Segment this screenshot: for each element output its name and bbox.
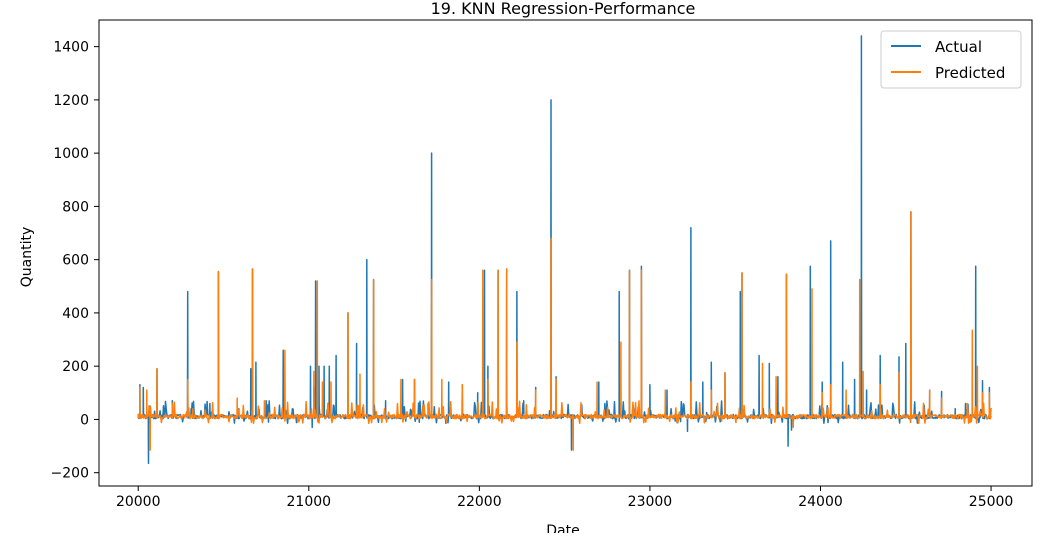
x-tick-label: 21000 (287, 494, 332, 510)
series-line-predicted (137, 210, 992, 451)
legend: Actual Predicted (880, 30, 1022, 89)
chart-title: 19. KNN Regression-Performance (431, 0, 696, 18)
y-tick-label: 1000 (53, 146, 89, 162)
legend-label-predicted: Predicted (935, 64, 1005, 82)
y-tick-label: 1400 (53, 40, 89, 56)
y-tick-label: 1200 (53, 93, 89, 109)
y-tick-label: 800 (62, 199, 89, 215)
series-layer (137, 35, 992, 465)
y-tick-label: −200 (51, 466, 89, 482)
x-tick-label: 25000 (969, 494, 1014, 510)
y-tick-label: 0 (80, 412, 89, 428)
y-tick-label: 600 (62, 253, 89, 269)
x-tick-label: 24000 (798, 494, 843, 510)
plot-frame (98, 19, 1033, 487)
x-tick-label: 23000 (628, 494, 673, 510)
plot-area (137, 35, 992, 465)
legend-label-actual: Actual (935, 38, 982, 56)
x-tick-label: 20000 (116, 494, 161, 510)
y-axis-ticks: −200 0 200 400 600 800 1000 1200 1400 (51, 40, 99, 482)
x-axis-ticks: 20000 21000 22000 23000 24000 25000 (116, 486, 1013, 510)
y-tick-label: 400 (62, 306, 89, 322)
x-axis-label: Date (546, 523, 579, 533)
x-tick-label: 22000 (457, 494, 502, 510)
y-axis-label: Quantity (19, 227, 35, 288)
y-tick-label: 200 (62, 359, 89, 375)
